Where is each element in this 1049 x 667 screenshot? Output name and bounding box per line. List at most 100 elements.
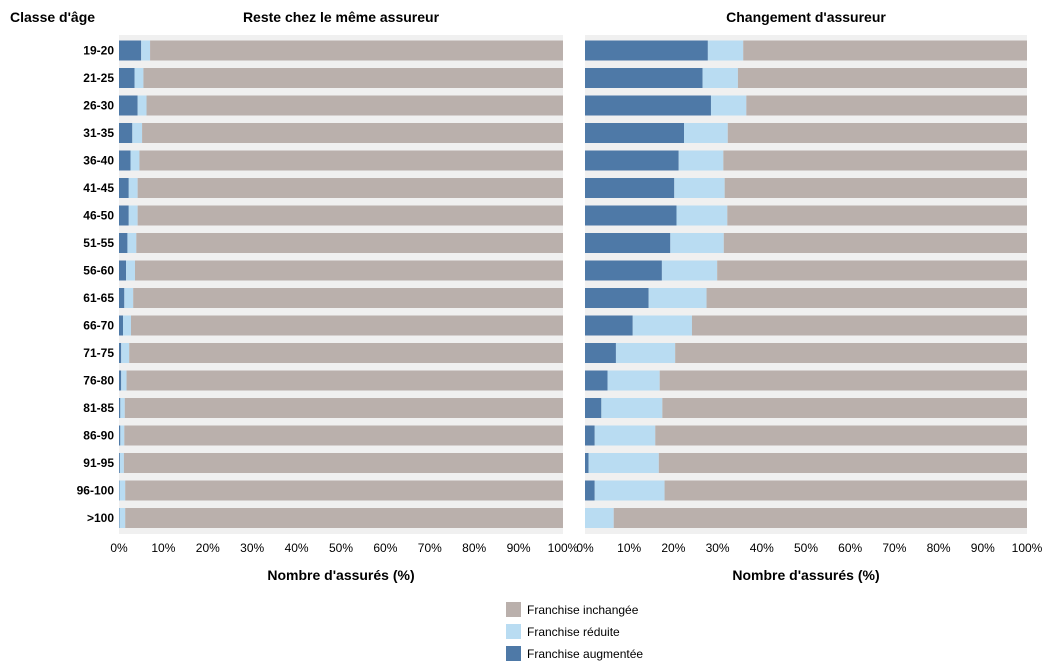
chart2-x-tick-label: 90%: [971, 541, 995, 555]
chart1-bar-41-45-series-3: [138, 178, 563, 198]
chart1-bar-91-95-series-2: [120, 453, 124, 473]
chart2-bar-51-55-series-3: [724, 233, 1027, 253]
chart2-bar-61-65-series-1: [585, 288, 649, 308]
chart1-bar-61-65-series-1: [119, 288, 124, 308]
chart1-bar-21-25-series-2: [135, 68, 144, 88]
chart1-bar-71-75-series-1: [119, 343, 121, 363]
chart2-x-tick-label: 100%: [1012, 541, 1043, 555]
chart1-bar-21-25-series-3: [143, 68, 563, 88]
category-label: 61-65: [83, 291, 114, 305]
category-label: 36-40: [83, 154, 114, 168]
chart2-bar-71-75-series-1: [585, 343, 616, 363]
chart1-bar-41-45-series-2: [129, 178, 138, 198]
category-label: 41-45: [83, 181, 114, 195]
chart1-bar-36-40-series-3: [139, 151, 563, 171]
chart2-bar->100-series-3: [614, 508, 1027, 528]
chart2-bar-21-25-series-3: [738, 68, 1027, 88]
chart1-bar-81-85-series-2: [120, 398, 124, 418]
chart1-x-tick-label: 60%: [373, 541, 397, 555]
chart2-bar-19-20-series-2: [708, 41, 743, 61]
chart2-x-tick-label: 20%: [661, 541, 685, 555]
chart1-x-tick-label: 0%: [110, 541, 128, 555]
chart1-bar-19-20-series-2: [141, 41, 150, 61]
chart1-bar-81-85-series-1: [119, 398, 120, 418]
chart1-x-tick-label: 70%: [418, 541, 442, 555]
chart2-bar-81-85-series-2: [601, 398, 662, 418]
chart1-bar-96-100-series-2: [119, 481, 125, 501]
chart1-bar-51-55-series-2: [127, 233, 136, 253]
chart2-bar-56-60-series-3: [717, 261, 1027, 281]
chart1-bar-61-65-series-3: [133, 288, 563, 308]
legend-label: Franchise inchangée: [527, 603, 639, 617]
category-label: 96-100: [77, 484, 115, 498]
chart2-bar-96-100-series-2: [595, 481, 665, 501]
chart2-bar-61-65-series-3: [707, 288, 1027, 308]
chart2-bar-46-50-series-2: [676, 206, 727, 226]
chart1-x-tick-label: 90%: [507, 541, 531, 555]
chart1-bar-19-20-series-1: [119, 41, 141, 61]
chart2-x-tick-label: 80%: [927, 541, 951, 555]
category-label: 86-90: [83, 429, 114, 443]
chart1-bar-71-75-series-3: [129, 343, 563, 363]
chart2-bar-71-75-series-3: [675, 343, 1027, 363]
chart2-bar-96-100-series-1: [585, 481, 595, 501]
chart1-bar-66-70-series-3: [131, 316, 563, 336]
chart2-bar-81-85-series-3: [662, 398, 1027, 418]
chart2-bar-66-70-series-3: [692, 316, 1027, 336]
chart2-bar-76-80-series-1: [585, 371, 608, 391]
chart1-x-tick-label: 10%: [151, 541, 175, 555]
legend-label: Franchise augmentée: [527, 647, 643, 661]
chart1-bar-76-80-series-2: [121, 371, 126, 391]
chart2-bar-91-95-series-2: [589, 453, 659, 473]
chart1-bar-51-55-series-1: [119, 233, 127, 253]
chart1-bar-91-95-series-3: [124, 453, 563, 473]
legend-swatch: [506, 646, 521, 661]
chart1-bar-31-35-series-1: [119, 123, 132, 143]
chart2-bar-81-85-series-1: [585, 398, 601, 418]
chart1-bar-76-80-series-3: [127, 371, 563, 391]
chart1-x-tick-label: 40%: [285, 541, 309, 555]
chart2-bar-66-70-series-2: [633, 316, 692, 336]
legend-swatch: [506, 602, 521, 617]
chart2-bar-31-35-series-3: [728, 123, 1027, 143]
chart1-bar-36-40-series-1: [119, 151, 131, 171]
category-label: 91-95: [83, 456, 114, 470]
chart2-bar-19-20-series-3: [743, 41, 1027, 61]
chart1-bar-86-90-series-1: [119, 426, 120, 446]
chart2-bar-71-75-series-2: [616, 343, 675, 363]
chart2-bar-21-25-series-1: [585, 68, 703, 88]
chart1-bar-56-60-series-1: [119, 261, 126, 281]
chart1-bar-91-95-series-1: [119, 453, 120, 473]
category-label: 71-75: [83, 346, 114, 360]
category-label: >100: [87, 511, 114, 525]
chart2-x-tick-label: 50%: [794, 541, 818, 555]
category-label: 66-70: [83, 319, 114, 333]
chart1-bar-36-40-series-2: [131, 151, 140, 171]
chart2-bar-41-45-series-1: [585, 178, 674, 198]
chart1-x-axis-title: Nombre d'assurés (%): [267, 567, 414, 583]
chart2-x-tick-label: 60%: [838, 541, 862, 555]
category-label: 26-30: [83, 99, 114, 113]
chart1-bar-31-35-series-3: [142, 123, 563, 143]
chart2-bar-19-20-series-1: [585, 41, 708, 61]
chart1-bar-26-30-series-1: [119, 96, 138, 116]
chart2-bar-56-60-series-2: [662, 261, 717, 281]
chart1-x-tick-label: 20%: [196, 541, 220, 555]
chart1-bar-71-75-series-2: [121, 343, 129, 363]
chart2-bar-66-70-series-1: [585, 316, 633, 336]
chart1-bar-56-60-series-3: [135, 261, 563, 281]
chart2-x-tick-label: 40%: [750, 541, 774, 555]
category-label: 51-55: [83, 236, 114, 250]
chart2-bar-21-25-series-2: [703, 68, 738, 88]
chart2-bar-36-40-series-1: [585, 151, 679, 171]
category-label: 19-20: [83, 44, 114, 58]
chart2-x-tick-label: 70%: [882, 541, 906, 555]
chart1-bar-19-20-series-3: [150, 41, 563, 61]
chart1-x-tick-label: 30%: [240, 541, 264, 555]
chart1-x-tick-label: 100%: [548, 541, 579, 555]
category-label: 31-35: [83, 126, 114, 140]
chart2-bar-51-55-series-1: [585, 233, 670, 253]
chart1-bar-46-50-series-3: [138, 206, 563, 226]
chart1-title: Reste chez le même assureur: [243, 9, 440, 25]
